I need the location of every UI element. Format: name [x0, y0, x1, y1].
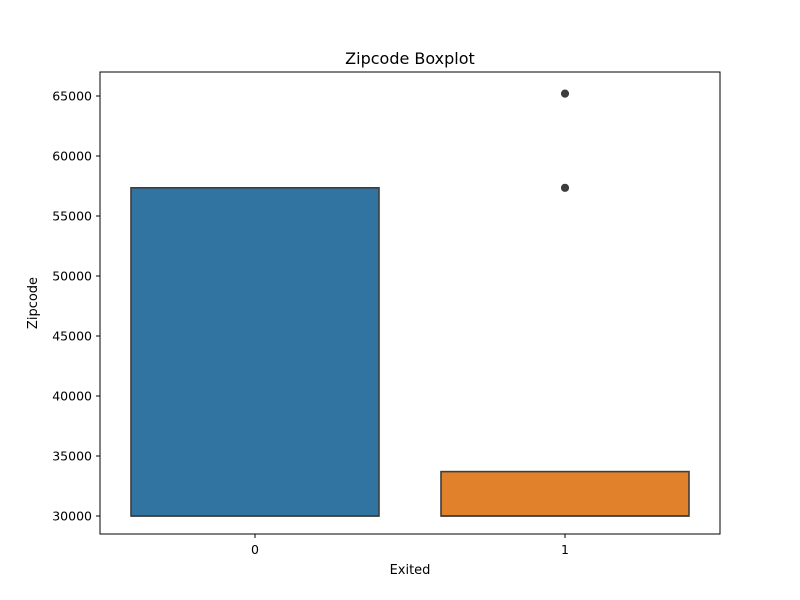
y-tick-label: 45000: [52, 329, 92, 344]
outlier-point-1-1: [560, 89, 570, 98]
y-tick-label: 65000: [52, 89, 92, 104]
y-tick-label: 30000: [52, 509, 92, 524]
y-tick-label: 50000: [52, 269, 92, 284]
y-tick-label: 40000: [52, 389, 92, 404]
box-category-1: [440, 470, 690, 517]
outlier-point-1-0: [560, 183, 570, 192]
x-axis-label: Exited: [390, 563, 431, 578]
y-axis-label: Zipcode: [26, 277, 41, 329]
y-tick-label: 55000: [52, 209, 92, 224]
box-category-0: [130, 187, 380, 517]
y-tick-label: 60000: [52, 149, 92, 164]
x-tick-label: 0: [251, 542, 259, 557]
chart-title: Zipcode Boxplot: [345, 49, 475, 68]
x-tick-label: 1: [561, 542, 569, 557]
y-axis: 30000 35000 40000 45000 50000 55000 60000 65000: [52, 89, 100, 524]
plot-area: [130, 89, 690, 517]
plot-frame: [99, 71, 721, 535]
y-tick-label: 35000: [52, 449, 92, 464]
